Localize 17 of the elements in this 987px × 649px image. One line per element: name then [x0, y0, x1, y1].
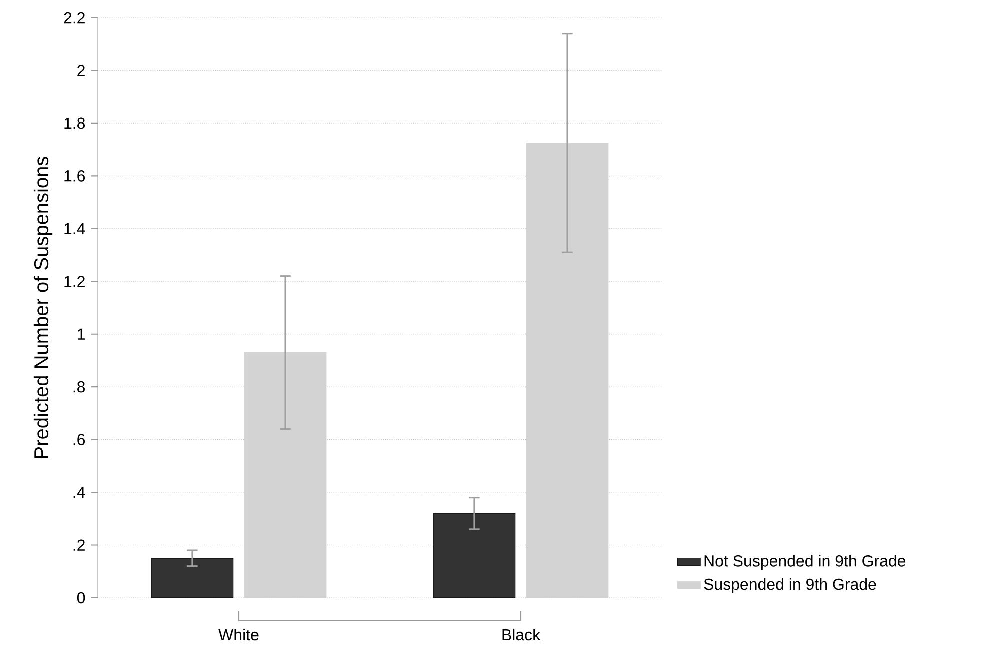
y-tick-label: 2 [78, 65, 85, 76]
y-tick-label: 1.8 [64, 118, 86, 130]
y-tick-label: .6 [74, 434, 86, 446]
y-tick-label: 1 [78, 328, 85, 340]
legend-label: Not Suspended in 9th Grade [704, 555, 906, 570]
y-tick-label: 2.2 [64, 12, 85, 24]
y-tick-label: 1.6 [64, 170, 86, 182]
y-tick-label: .2 [74, 540, 85, 551]
y-tick-label: .8 [74, 381, 86, 393]
x-tick-label: Black [502, 628, 541, 641]
legend-label: Suspended in 9th Grade [704, 578, 876, 594]
y-tick-label: 1.2 [64, 276, 85, 288]
x-tick-label: White [218, 628, 259, 641]
y-tick-label: .4 [74, 487, 86, 498]
y-tick-label: 0 [77, 592, 86, 604]
y-tick-label: 1.4 [64, 223, 86, 234]
y-axis-title: Predicted Number of Suspensions [34, 157, 53, 458]
